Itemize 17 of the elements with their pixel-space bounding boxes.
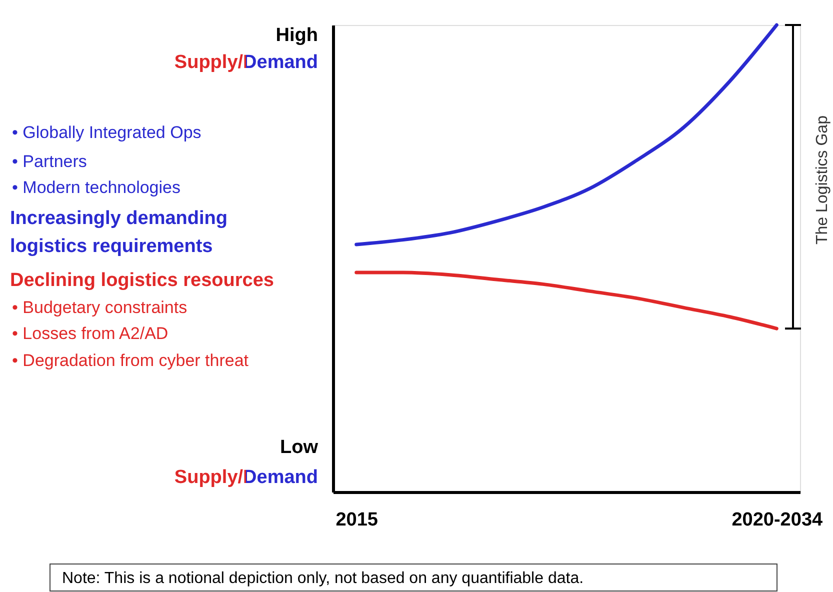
text: Increasingly demanding	[10, 208, 228, 229]
text: High	[276, 25, 318, 46]
text: Declining logistics resources	[10, 270, 274, 291]
text: • Degradation from cyber threat	[12, 351, 249, 370]
text: • Budgetary constraints	[12, 298, 188, 317]
text: • Modern technologies	[12, 178, 180, 197]
text: Supply/Demand	[174, 52, 318, 73]
text: • Globally Integrated Ops	[12, 123, 202, 142]
x-tick-label: 2015	[336, 510, 378, 530]
x-tick-label: 2020-2034	[732, 510, 824, 530]
text: Note: This is a notional depiction only, not based on any quantifiable data.	[62, 570, 584, 587]
text: • Partners	[12, 152, 87, 171]
text: Low	[280, 437, 318, 458]
text: logistics requirements	[10, 236, 213, 257]
text: Supply/Demand	[174, 467, 318, 488]
text: • Losses from A2/AD	[12, 324, 168, 343]
text: The Logistics Gap	[814, 115, 831, 244]
